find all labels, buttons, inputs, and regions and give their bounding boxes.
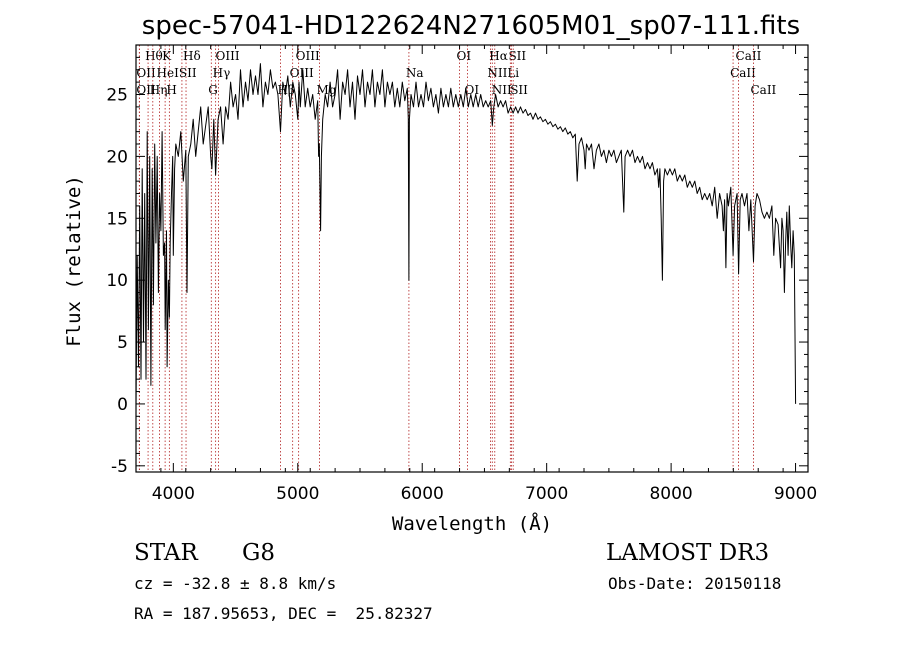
y-tick-label: 10 (106, 271, 128, 291)
object-subclass: G8 (242, 540, 276, 566)
line-marker-label: Mg (317, 83, 337, 97)
line-marker-label: Hγ (213, 66, 231, 80)
line-marker-label: K (162, 49, 172, 63)
x-axis: 4000 5000 6000 7000 8000 9000 (135, 45, 817, 504)
line-marker-label: H (166, 83, 176, 97)
y-tick-label: 5 (117, 333, 128, 353)
line-marker-label: Hθ (145, 49, 163, 63)
line-marker-label: Hα (489, 49, 508, 63)
line-marker-label: SII (179, 66, 197, 80)
line-marker-label: CaII (730, 66, 756, 80)
y-tick-label: 0 (117, 395, 128, 415)
line-marker-label: Na (406, 66, 424, 80)
line-marker-label: OII (136, 66, 156, 80)
line-marker-label: Hδ (183, 49, 201, 63)
line-marker-label: HeI (157, 66, 180, 80)
line-marker-label: CaII (736, 49, 762, 63)
y-tick-label: 20 (106, 147, 128, 167)
line-marker-label: OI (465, 83, 480, 97)
line-marker-label: NII (492, 83, 512, 97)
line-marker-label: CaII (750, 83, 776, 97)
x-tick-label: 7000 (525, 484, 568, 504)
plot-frame (135, 44, 809, 473)
line-marker-label: G (208, 83, 218, 97)
x-axis-label: Wavelength (Å) (392, 512, 552, 535)
x-tick-label: 9000 (774, 484, 817, 504)
object-class: STAR (134, 540, 198, 566)
line-marker-label: Hη (150, 83, 168, 97)
y-tick-label: 15 (106, 209, 128, 229)
y-axis: -5 0 5 10 15 20 25 (106, 56, 808, 477)
line-marker-label: OIII (216, 49, 240, 63)
x-tick-label: 6000 (401, 484, 444, 504)
line-marker-label: SII (508, 49, 526, 63)
y-tick-label: -5 (111, 457, 128, 477)
line-marker-label: NII (487, 66, 507, 80)
redshift-readout: cz = -32.8 ± 8.8 km/s (134, 574, 337, 593)
x-tick-label: 5000 (276, 484, 319, 504)
x-tick-label: 8000 (649, 484, 692, 504)
line-marker-label: OI (457, 49, 472, 63)
line-marker-label: OII (136, 83, 156, 97)
x-tick-label: 4000 (152, 484, 195, 504)
line-marker-label: OIII (290, 66, 314, 80)
coordinates-readout: RA = 187.95653, DEC = 25.82327 (134, 604, 433, 623)
y-tick-label: 25 (106, 86, 128, 106)
chart-title: spec-57041-HD122624N271605M01_sp07-111.f… (142, 11, 800, 41)
line-marker-label: OIII (296, 49, 320, 63)
line-marker-label: SII (510, 83, 528, 97)
y-axis-label: Flux (relative) (63, 175, 85, 347)
spectrum-line (135, 63, 797, 404)
series-layer (135, 63, 797, 404)
survey-label: LAMOST DR3 (606, 540, 770, 566)
observation-date: Obs-Date: 20150118 (608, 574, 782, 593)
